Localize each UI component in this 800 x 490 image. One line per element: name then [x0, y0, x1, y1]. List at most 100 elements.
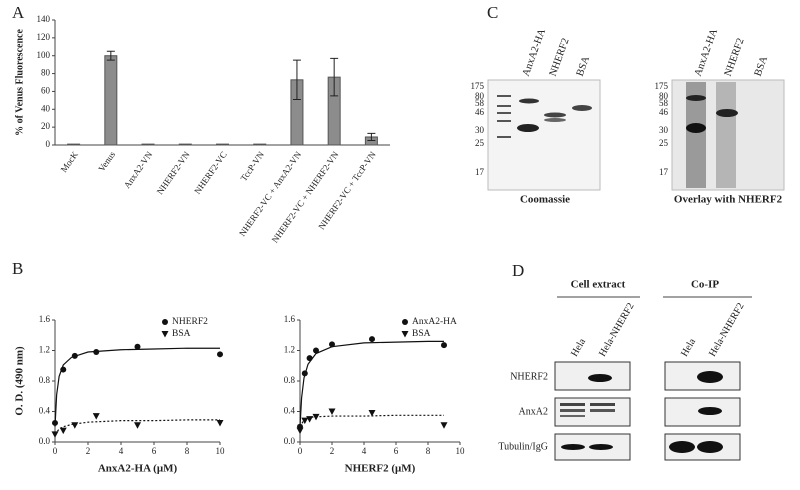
lane-label: Hela [679, 336, 698, 358]
marker-label: 175 [655, 81, 669, 91]
blot-header: Cell extract [571, 279, 626, 291]
y-tick-label: 0.8 [39, 375, 51, 385]
y-tick-label: 1.2 [284, 345, 295, 355]
point [301, 417, 309, 425]
point [301, 370, 308, 377]
y-tick-label: 1.6 [284, 314, 296, 324]
point [71, 352, 78, 359]
legend-marker [162, 319, 168, 325]
error-bar [330, 57, 339, 97]
row-label: Tubulin/IgG [498, 441, 548, 452]
point [313, 347, 319, 354]
blot-bands [560, 371, 723, 453]
y-axis-title: O. D. (490 nm) [14, 346, 26, 416]
panel-label: C [487, 3, 498, 22]
point [369, 336, 375, 343]
x-tick-label: 2 [330, 446, 335, 456]
lane-label: BSA [753, 55, 770, 78]
legend-marker [161, 331, 169, 338]
y-axis-title: % of Venus Fluorescence [14, 29, 25, 136]
gel-caption: Overlay with NHERF2 [674, 194, 783, 206]
lane-label: Hela-NHERF2 [707, 301, 747, 358]
x-tick-label: Venus [96, 149, 117, 173]
blot-frames [554, 361, 741, 461]
y-tick-label: 140 [37, 14, 51, 24]
marker-label: 58 [659, 98, 669, 108]
x-tick-label: 4 [362, 446, 367, 456]
error-bar [367, 132, 376, 142]
point [51, 431, 59, 438]
legend-marker [402, 319, 408, 325]
legend-label: BSA [412, 329, 431, 339]
marker-label: 46 [475, 107, 485, 117]
row-label: NHERF2 [510, 371, 548, 382]
x-tick-label: 0 [298, 446, 303, 456]
point [306, 416, 314, 423]
fit-curve [299, 340, 444, 427]
bar [216, 143, 229, 146]
x-tick-label: 10 [216, 446, 226, 456]
y-tick-label: 0.0 [284, 436, 296, 446]
bar [141, 143, 155, 146]
marker-label: 17 [659, 167, 669, 177]
y-tick-label: 20 [41, 121, 51, 131]
x-tick-label: NHERF2-VC + NHERF2-VN [270, 149, 341, 244]
marker-label: 80 [659, 91, 669, 101]
x-tick-label: 4 [119, 446, 124, 456]
x-tick-label: AnxA2-VN [122, 149, 155, 190]
point [92, 413, 100, 420]
y-tick-label: 0.8 [284, 375, 296, 385]
point [60, 366, 67, 373]
gel [487, 79, 601, 191]
legend-label: AnxA2-HA [412, 317, 457, 327]
blot-header: Co-IP [691, 279, 719, 291]
fit-curve [299, 414, 444, 428]
lane-label: NHERF2 [723, 37, 747, 78]
marker-label: 17 [475, 167, 485, 177]
gel-bands [686, 82, 738, 188]
x-tick-label: 6 [394, 446, 399, 456]
point [59, 427, 67, 435]
y-tick-label: 80 [41, 68, 51, 78]
panel-label: A [12, 3, 25, 22]
bar [178, 143, 192, 146]
marker-label: 30 [475, 125, 485, 135]
x-tick-label: 8 [185, 446, 190, 456]
point [312, 413, 320, 421]
y-tick-label: 60 [41, 85, 51, 95]
x-tick-label: NHERF2-VC [192, 150, 229, 196]
panel-label: D [512, 261, 524, 280]
lane-label: AnxA2-HA [521, 27, 548, 78]
point [329, 341, 335, 348]
marker-label: 46 [659, 107, 669, 117]
gel-bands [497, 95, 592, 138]
point [134, 422, 141, 429]
marker-label: 25 [475, 138, 485, 148]
point [93, 349, 100, 356]
lane-label: BSA [575, 55, 592, 78]
legend-marker [401, 331, 409, 338]
y-tick-label: 0.4 [284, 406, 296, 416]
x-tick-label: 2 [86, 446, 91, 456]
x-axis-title: AnxA2-HA (μM) [98, 463, 178, 475]
y-tick-label: 100 [37, 50, 51, 60]
point [441, 342, 447, 349]
bar [67, 143, 81, 146]
y-tick-label: 0.0 [39, 436, 51, 446]
point [306, 355, 313, 362]
x-tick-label: MocK [59, 149, 81, 174]
x-tick-label: 6 [152, 446, 157, 456]
point [71, 422, 79, 429]
row-label: AnxA2 [519, 406, 548, 417]
x-tick-label: NHERF2-VC + AnxA2-VN [237, 149, 303, 238]
point [328, 408, 336, 415]
y-tick-label: 40 [41, 103, 51, 113]
point [217, 351, 223, 358]
x-tick-label: 0 [53, 446, 58, 456]
panel-label: B [12, 259, 23, 278]
point [134, 343, 141, 350]
legend-label: BSA [172, 329, 191, 339]
point [216, 419, 224, 427]
lane-label: NHERF2 [548, 37, 572, 78]
error-bar [106, 50, 115, 61]
